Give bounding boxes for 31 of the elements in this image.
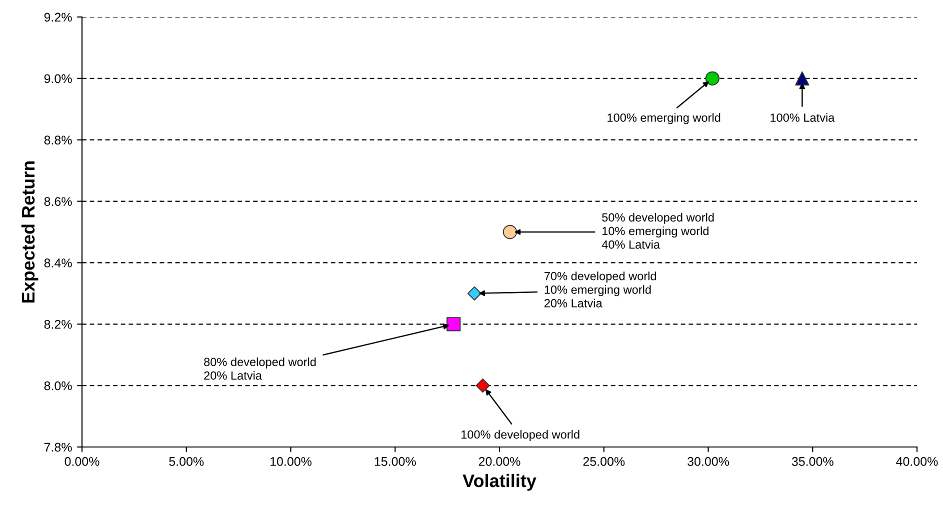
annotation: 100% emerging world xyxy=(608,113,720,124)
x-tick-label: 5.00% xyxy=(169,457,204,466)
y-tick-label: 8.8% xyxy=(44,136,72,145)
y-tick-label: 7.8% xyxy=(44,442,72,452)
annotation: 70% developed world 10% emerging world 20% Latvia xyxy=(544,272,656,308)
x-tick-label: 20.00% xyxy=(478,457,520,466)
point xyxy=(705,71,720,86)
point xyxy=(476,378,490,393)
annotation: 50% developed world 10% emerging world 40% Latvia xyxy=(602,212,714,249)
point xyxy=(502,224,518,240)
x-tick-label: 15.00% xyxy=(374,457,416,466)
point xyxy=(446,317,461,332)
y-tick-label: 8.0% xyxy=(44,381,72,390)
y-tick-label: 8.4% xyxy=(44,258,72,268)
y-tick-label: 8.6% xyxy=(44,197,72,206)
x-tick-label: 10.00% xyxy=(270,457,312,466)
point xyxy=(795,71,810,86)
point xyxy=(467,286,482,300)
y-tick-label: 9.0% xyxy=(44,74,72,84)
y-tick-label: 9.2% xyxy=(44,12,72,22)
x-tick-label: 30.00% xyxy=(688,457,730,466)
x-axis-title: Volatility xyxy=(462,474,536,491)
y-axis-title: Expected Return xyxy=(21,161,38,303)
x-tick-label: 35.00% xyxy=(792,457,834,466)
x-tick-label: 25.00% xyxy=(583,457,625,466)
x-tick-label: 40.00% xyxy=(896,457,938,466)
x-tick-label: 0.00% xyxy=(64,457,100,466)
y-tick-label: 8.2% xyxy=(44,320,72,329)
annotation: 100% Latvia xyxy=(770,113,835,122)
annotation: 100% developed world xyxy=(461,430,580,442)
annotation: 80% developed world 20% Latvia xyxy=(204,357,316,380)
